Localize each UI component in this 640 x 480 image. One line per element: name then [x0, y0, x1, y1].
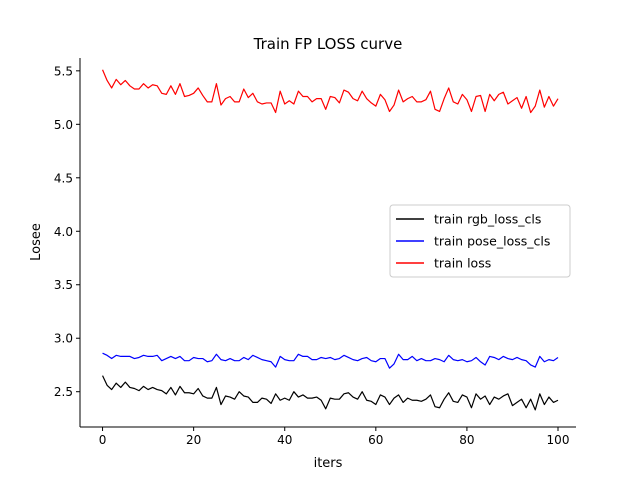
- y-tick-label: 3.5: [54, 278, 73, 292]
- x-tick-label: 20: [186, 433, 201, 447]
- y-tick-label: 5.5: [54, 64, 73, 78]
- x-tick-label: 0: [99, 433, 107, 447]
- legend-label-2: train loss: [434, 256, 491, 271]
- x-axis-ticks: 0 20 40 60 80 100: [99, 427, 570, 447]
- y-tick-label: 2.5: [54, 385, 73, 399]
- chart-title: Train FP LOSS curve: [253, 35, 403, 53]
- y-tick-label: 4.0: [54, 225, 73, 239]
- x-tick-label: 100: [547, 433, 570, 447]
- legend-label-0: train rgb_loss_cls: [434, 212, 541, 227]
- y-axis-label: Losee: [29, 223, 44, 261]
- x-axis-label: iters: [314, 456, 343, 471]
- y-tick-label: 5.0: [54, 118, 73, 132]
- series-line-0: [102, 375, 559, 411]
- y-tick-label: 3.0: [54, 332, 73, 346]
- legend-frame: [389, 204, 571, 278]
- y-axis-ticks: 2.5 3.0 3.5 4.0 4.5 5.0 5.5: [54, 64, 80, 399]
- plot-area: [101, 69, 559, 411]
- x-tick-label: 60: [368, 433, 383, 447]
- legend-label-1: train pose_loss_cls: [434, 234, 550, 249]
- x-tick-label: 40: [277, 433, 292, 447]
- x-tick-label: 80: [459, 433, 474, 447]
- series-line-2: [101, 69, 559, 114]
- series-line-1: [102, 352, 559, 369]
- y-tick-label: 4.5: [54, 171, 73, 185]
